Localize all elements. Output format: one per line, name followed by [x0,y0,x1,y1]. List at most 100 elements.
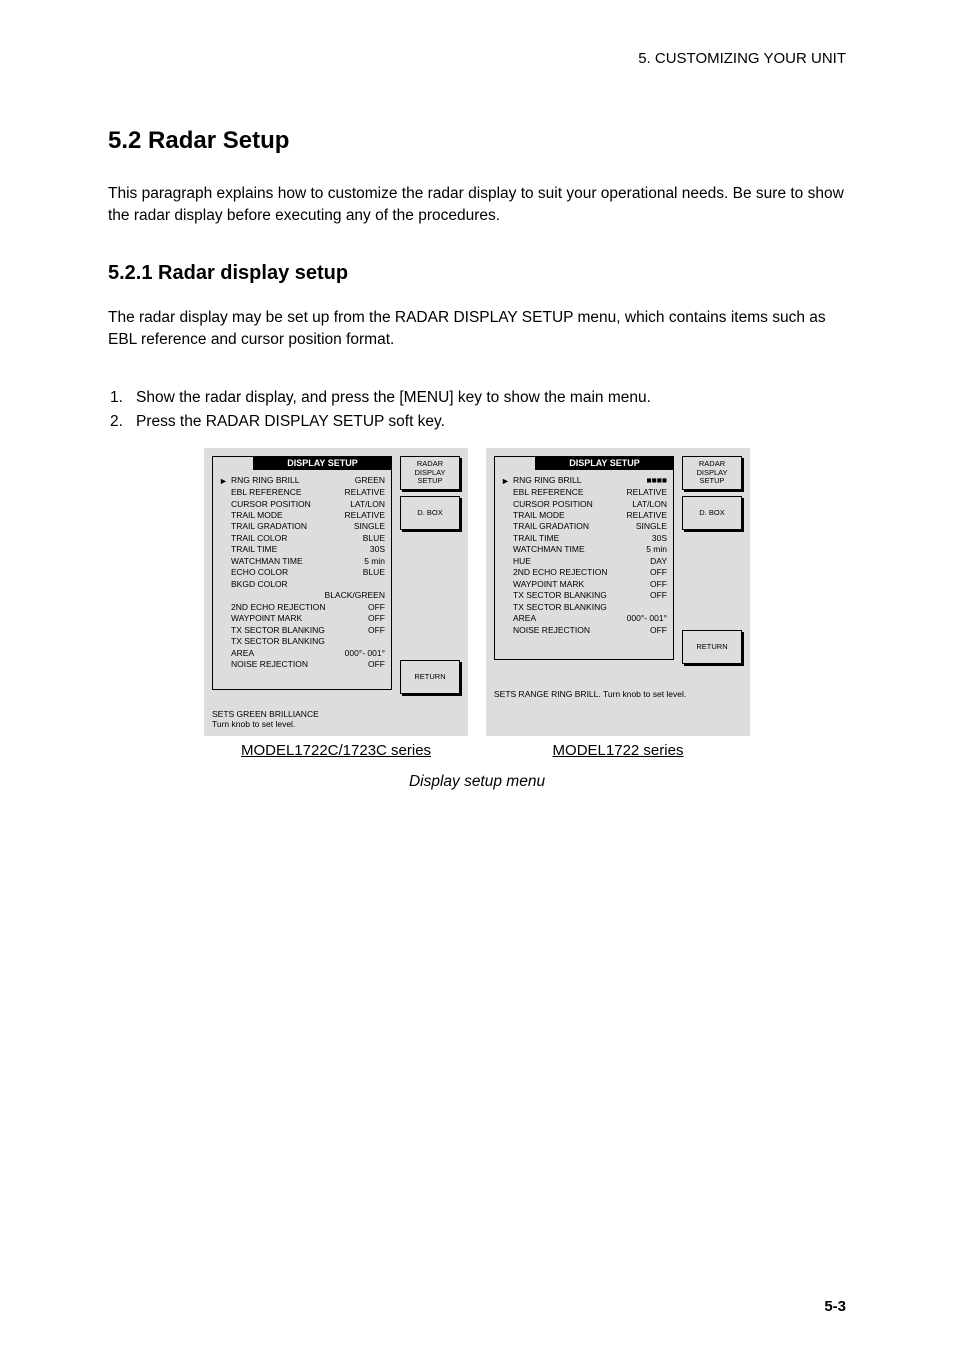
menu-box-b: DISPLAY SETUP ►RNG RING BRILL■■■■EBL REF… [494,456,674,660]
menu-row: TRAIL MODERELATIVE [219,510,385,521]
menu-row: TX SECTOR BLANKING OFF [219,625,385,636]
menu-value: OFF [368,625,385,636]
menu-label: AREA [513,613,623,624]
steps-list: 1.Show the radar display, and press the … [108,386,846,434]
panel-b: DISPLAY SETUP ►RNG RING BRILL■■■■EBL REF… [486,448,750,736]
menu-value: 30S [370,544,385,555]
menu-value: OFF [650,579,667,590]
menu-label: WAYPOINT MARK [513,579,646,590]
menu-row: ►RNG RING BRILL■■■■ [501,475,667,487]
menu-row: WATCHMAN TIME 5 min [501,544,667,555]
step-1: Show the radar display, and press the [M… [136,386,651,410]
section-5-2-title: 5.2 Radar Setup [108,127,846,155]
menu-label: WATCHMAN TIME [513,544,642,555]
softkeys-b: RADAR DISPLAY SETUP D. BOX [682,456,742,530]
menu-label: CURSOR POSITION [231,499,346,510]
menu-value: BLACK/GREEN [325,590,385,601]
menu-value: OFF [368,602,385,613]
menu-row: AREA 000°- 001° [219,648,385,659]
menu-label: 2ND ECHO REJECTION [513,567,646,578]
section-5-2-1-intro: The radar display may be set up from the… [108,307,846,352]
menu-label: RNG RING BRILL [231,475,351,486]
menu-row: HUEDAY [501,556,667,567]
menu-row: TRAIL TIME30S [501,533,667,544]
hint-a: SETS GREEN BRILLIANCE Turn knob to set l… [212,709,412,730]
figure-row: DISPLAY SETUP ►RNG RING BRILLGREENEBL RE… [108,448,846,759]
menu-label: 2ND ECHO REJECTION [231,602,364,613]
menu-label: NOISE REJECTION [231,659,364,670]
menu-row: WAYPOINT MARK OFF [501,579,667,590]
menu-label: TRAIL GRADATION [231,521,350,532]
menu-label: TRAIL TIME [231,544,366,555]
step-2: Press the RADAR DISPLAY SETUP soft key. [136,410,445,434]
menu-label: AREA [231,648,341,659]
step-num-2: 2. [110,410,136,434]
menu-row: BKGD COLOR [219,579,385,590]
softkey-dbox-b[interactable]: D. BOX [682,496,742,530]
menu-row: NOISE REJECTION OFF [219,659,385,670]
menu-label: ECHO COLOR [231,567,359,578]
menu-value: 5 min [364,556,385,567]
softkey-return-a[interactable]: RETURN [400,660,460,694]
menu-label: EBL REFERENCE [513,487,623,498]
menu-value: RELATIVE [345,510,385,521]
menu-value: LAT/LON [632,499,667,510]
menu-value: RELATIVE [627,487,667,498]
menu-value [383,579,385,590]
softkey-dbox[interactable]: D. BOX [400,496,460,530]
section-5-2-intro: This paragraph explains how to customize… [108,183,846,228]
softkey-radar-display-setup[interactable]: RADAR DISPLAY SETUP [400,456,460,490]
menu-value: 000°- 001° [627,613,667,624]
caption-a: MODEL1722C/1723C series [241,742,431,759]
menu-row: TX SECTOR BLANKING OFF [501,590,667,601]
menu-body-b: ►RNG RING BRILL■■■■EBL REFERENCE RELATIVE… [501,475,667,636]
softkey-return-b[interactable]: RETURN [682,630,742,664]
menu-row: 2ND ECHO REJECTION OFF [501,567,667,578]
menu-label: WAYPOINT MARK [231,613,364,624]
chapter-header: 5. CUSTOMIZING YOUR UNIT [108,50,846,67]
menu-box-a: DISPLAY SETUP ►RNG RING BRILLGREENEBL RE… [212,456,392,690]
menu-value [383,636,385,647]
menu-value: SINGLE [636,521,667,532]
menu-row: ECHO COLOR BLUE [219,567,385,578]
menu-label: EBL REFERENCE [231,487,341,498]
menu-value: OFF [368,659,385,670]
figure-title: Display setup menu [108,773,846,791]
menu-row: TRAIL GRADATIONSINGLE [219,521,385,532]
menu-value: OFF [650,590,667,601]
menu-label: TRAIL MODE [513,510,623,521]
menu-title-a: DISPLAY SETUP [253,456,392,470]
menu-label: CURSOR POSITION [513,499,628,510]
menu-label: TX SECTOR BLANKING [231,625,364,636]
menu-row: TRAIL MODERELATIVE [501,510,667,521]
menu-row: WATCHMAN TIME5 min [219,556,385,567]
menu-title-b: DISPLAY SETUP [535,456,674,470]
menu-row: TRAIL COLORBLUE [219,533,385,544]
menu-row: TX SECTOR BLANKING [219,636,385,647]
softkey-radar-display-setup-b[interactable]: RADAR DISPLAY SETUP [682,456,742,490]
hint-b: SETS RANGE RING BRILL. Turn knob to set … [494,689,694,700]
menu-row: AREA 000°- 001° [501,613,667,624]
menu-value: DAY [650,556,667,567]
menu-value: BLUE [363,567,385,578]
menu-label: TRAIL GRADATION [513,521,632,532]
row-arrow: ► [501,475,509,487]
menu-value: 5 min [646,544,667,555]
step-num-1: 1. [110,386,136,410]
menu-value: OFF [650,567,667,578]
menu-value: OFF [650,625,667,636]
menu-row: EBL REFERENCE RELATIVE [501,487,667,498]
menu-label: NOISE REJECTION [513,625,646,636]
menu-value: 000°- 001° [345,648,385,659]
caption-b: MODEL1722 series [553,742,684,759]
menu-label: BKGD COLOR [231,579,379,590]
menu-label: TX SECTOR BLANKING [513,590,646,601]
menu-value: RELATIVE [345,487,385,498]
menu-label: TX SECTOR BLANKING [513,602,661,613]
menu-row: WAYPOINT MARKOFF [219,613,385,624]
menu-row: NOISE REJECTION OFF [501,625,667,636]
menu-row: ►RNG RING BRILLGREEN [219,475,385,487]
menu-row: BLACK/GREEN [219,590,385,601]
menu-value: LAT/LON [350,499,385,510]
menu-value: 30S [652,533,667,544]
